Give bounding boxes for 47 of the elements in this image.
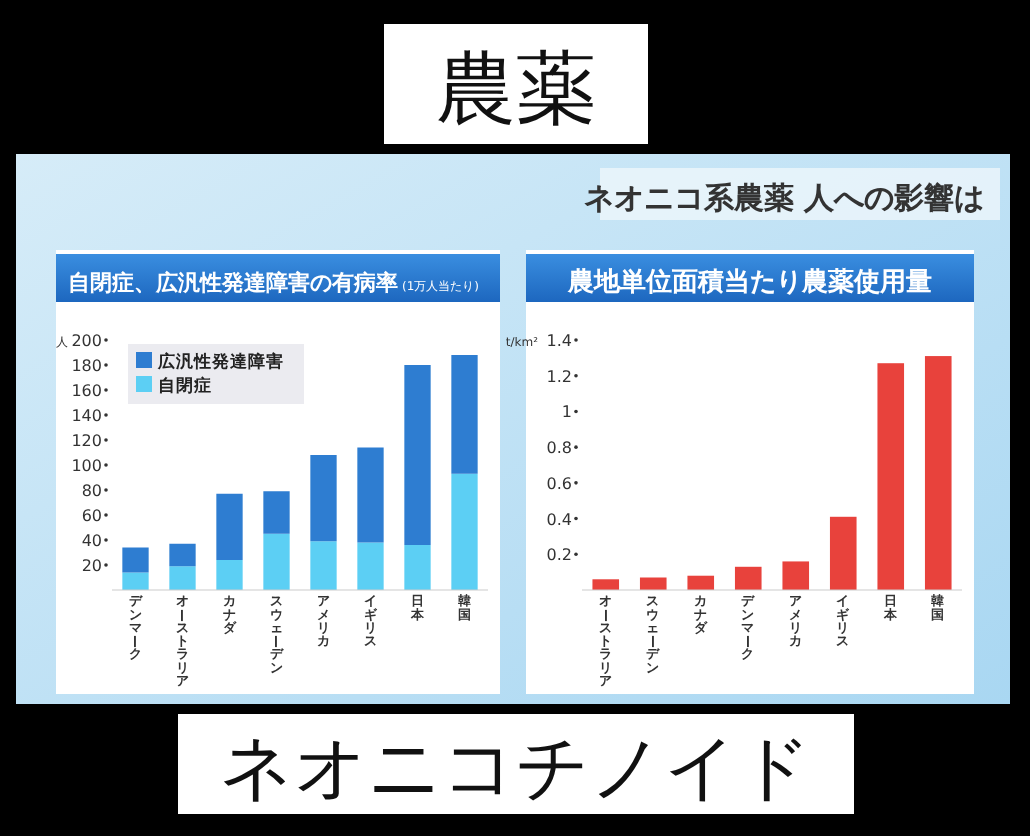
bar	[216, 560, 243, 590]
chart-title: 農地単位面積当たり農薬使用量	[566, 266, 932, 298]
bar	[451, 355, 478, 474]
bar	[122, 547, 149, 573]
y-tick-label: 60	[81, 507, 102, 525]
bar	[924, 356, 952, 590]
y-tick-label: 0.8	[546, 439, 572, 458]
bar	[404, 545, 431, 590]
bar	[169, 566, 196, 590]
chart-title: 自閉症、広汎性発達障害の有病率	[68, 270, 398, 296]
text: ネオニコチノイド	[220, 728, 812, 810]
text: 農薬	[436, 44, 596, 136]
bar	[592, 579, 620, 590]
bar	[122, 572, 149, 590]
bar	[263, 491, 290, 534]
bar	[169, 543, 196, 567]
bar	[310, 455, 337, 542]
bar	[829, 516, 857, 590]
y-tick-label: 100	[71, 457, 102, 475]
y-tick-label: 1.2	[546, 367, 572, 386]
bar	[357, 542, 384, 590]
y-tick-label: 120	[71, 432, 102, 450]
legend-label: 自閉症	[158, 375, 212, 397]
text: ネオニコ系農薬 人への影響は	[583, 180, 984, 216]
bar	[782, 561, 810, 590]
bar	[404, 365, 431, 545]
y-tick-label: 180	[71, 357, 102, 375]
y-tick-label: 40	[81, 532, 102, 550]
y-tick-label: 1	[561, 403, 572, 422]
y-tick-label: 0.2	[546, 546, 572, 565]
bar	[310, 541, 337, 590]
y-tick-label: 200	[71, 332, 102, 350]
legend-label: 広汎性発達障害	[156, 351, 284, 373]
bar	[216, 493, 243, 560]
bar	[451, 473, 478, 590]
y-tick-label: 20	[81, 557, 102, 575]
y-tick-label: 0.4	[546, 510, 572, 529]
bar	[734, 566, 762, 590]
bar	[687, 575, 715, 590]
y-tick-label: 0.6	[546, 474, 572, 493]
y-tick-label: 140	[71, 407, 102, 425]
bar	[877, 363, 905, 590]
y-tick-label: 160	[71, 382, 102, 400]
y-tick-label: 80	[81, 482, 102, 500]
bar	[357, 447, 384, 543]
bar	[263, 533, 290, 590]
y-tick-label: 1.4	[546, 332, 572, 350]
